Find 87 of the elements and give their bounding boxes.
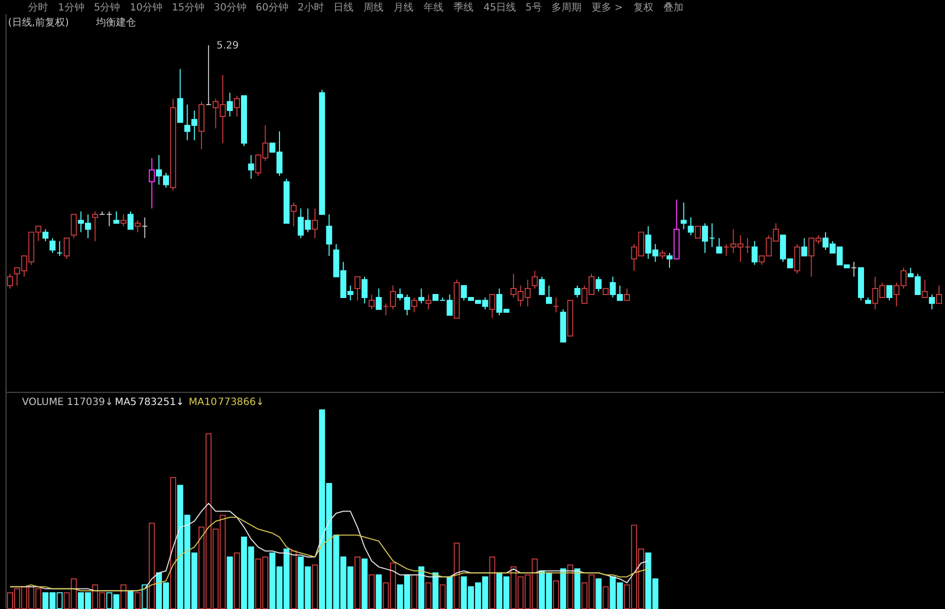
text: 5号: [525, 2, 542, 14]
text: 周线: [364, 1, 384, 14]
text: 更多 >: [591, 1, 623, 14]
candlestick: [70, 214, 77, 239]
text: 季线: [454, 1, 474, 14]
bar: [362, 558, 368, 609]
candlestick: [801, 238, 808, 256]
candlestick: [128, 210, 134, 230]
text: 1分钟: [58, 1, 84, 14]
text: 773866↓: [218, 396, 264, 408]
candlestick: [354, 276, 360, 301]
candlestick: [574, 285, 580, 298]
candlestick: [120, 214, 126, 227]
candlestick: [148, 158, 155, 209]
candlestick: [716, 238, 722, 254]
text: 多周期: [551, 1, 582, 14]
bar: [418, 566, 424, 609]
candlestick: [418, 288, 424, 304]
text: MA10: [188, 396, 217, 408]
candlestick: [248, 154, 254, 180]
bar: [596, 578, 602, 609]
candlestick: [50, 238, 56, 254]
candlestick: [177, 68, 184, 123]
candlestick: [886, 285, 892, 301]
candlestick: [368, 294, 375, 310]
candlestick: [532, 270, 538, 290]
candlestick: [376, 288, 382, 310]
candlestick: [624, 288, 630, 301]
text: 分时: [28, 1, 48, 14]
candlestick: [596, 276, 602, 292]
text: VOLUME 117039↓: [22, 396, 114, 408]
text: 10分钟: [130, 1, 163, 14]
chart-title: (日线,前复权): [8, 16, 70, 28]
candlestick: [113, 210, 120, 224]
candlestick: [312, 208, 318, 239]
bar: [432, 572, 438, 609]
annotation: 5.29: [216, 40, 239, 52]
candlestick: [6, 273, 13, 290]
bar: [446, 576, 453, 609]
text: 30分钟: [214, 1, 246, 14]
chart-subtitle: 均衡建仓: [94, 16, 136, 28]
candlestick: [134, 220, 141, 233]
candlestick: [206, 44, 212, 106]
candlestick: [92, 210, 98, 242]
candlestick: [64, 238, 70, 260]
candlestick: [226, 92, 233, 117]
candlestick: [794, 244, 800, 274]
bar: [574, 568, 580, 609]
candlestick: [362, 276, 368, 304]
candlestick: [411, 296, 418, 313]
candlestick: [489, 294, 496, 319]
text: 5分钟: [94, 1, 120, 14]
bar: [128, 590, 134, 609]
candlestick: [142, 216, 148, 239]
candlestick: [928, 294, 935, 310]
text: 叠加: [663, 1, 684, 14]
candlestick: [680, 202, 687, 230]
candlestick: [42, 228, 48, 242]
candlestick: [234, 95, 240, 117]
text: 复权: [633, 1, 654, 14]
candlestick: [694, 226, 701, 239]
candlestick: [326, 214, 332, 256]
text: 年线: [424, 1, 444, 14]
candlestick: [106, 210, 112, 227]
candlestick: [538, 276, 545, 295]
bar: [560, 568, 566, 609]
text: MA5: [114, 396, 137, 408]
text: 45日线: [483, 1, 516, 14]
text: 783251↓: [138, 396, 184, 408]
text: 2小时: [298, 1, 324, 14]
text: 15分钟: [172, 1, 205, 14]
candlestick: [553, 296, 560, 313]
bar: [226, 556, 233, 609]
candlestick: [936, 285, 942, 304]
candlestick: [290, 202, 297, 227]
candlestick: [922, 279, 928, 298]
candlestick: [666, 252, 673, 268]
text: 60分钟: [256, 1, 288, 14]
candlestick: [850, 261, 857, 278]
bar: [376, 574, 382, 609]
text: 日线: [334, 1, 354, 14]
candlestick: [752, 240, 758, 266]
candlestick: [56, 240, 63, 256]
candlestick: [688, 216, 694, 236]
text: 月线: [394, 1, 414, 14]
candlestick: [425, 294, 432, 310]
candlestick: [546, 285, 552, 304]
